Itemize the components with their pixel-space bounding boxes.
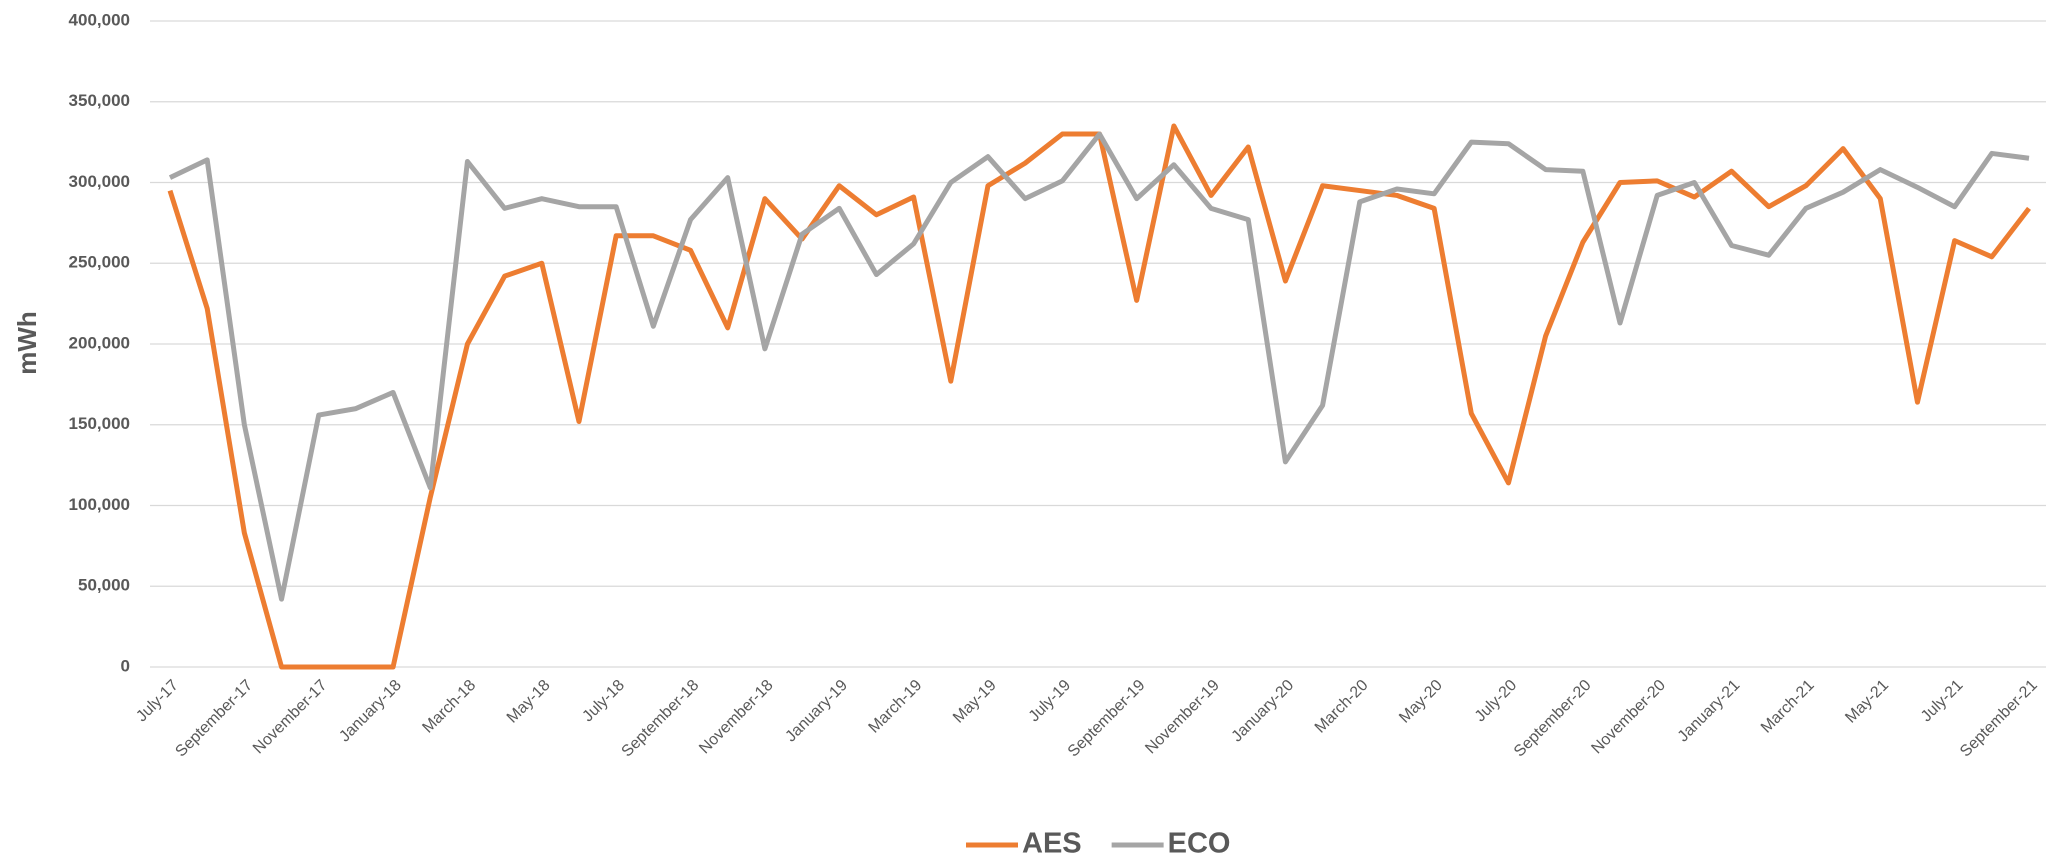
x-tick-label: May-21	[1842, 677, 1892, 727]
x-tick-label: January-21	[1675, 677, 1744, 746]
x-tick-label: May-20	[1396, 677, 1446, 727]
x-tick-label: July-21	[1918, 677, 1967, 726]
y-tick-label: 200,000	[69, 333, 130, 352]
x-tick-label: July-19	[1026, 677, 1075, 726]
x-tick-label: September-20	[1511, 677, 1595, 761]
y-axis-label: mWh	[12, 311, 42, 375]
x-tick-label: January-18	[336, 677, 405, 746]
x-tick-label: November-19	[1142, 677, 1223, 758]
x-tick-label: November-17	[250, 677, 331, 758]
x-tick-label: March-20	[1312, 677, 1372, 737]
x-tick-label: January-20	[1229, 677, 1298, 746]
x-tick-label: July-20	[1472, 677, 1521, 726]
y-tick-label: 150,000	[69, 414, 130, 433]
x-tick-label: May-18	[504, 677, 554, 727]
x-tick-label: July-17	[133, 677, 182, 726]
x-tick-label: January-19	[782, 677, 851, 746]
x-tick-label: September-17	[172, 677, 256, 761]
y-tick-label: 50,000	[78, 576, 130, 595]
x-tick-label: November-18	[696, 677, 777, 758]
x-tick-label: July-18	[579, 677, 628, 726]
y-tick-label: 100,000	[69, 495, 130, 514]
legend-label: AES	[1022, 828, 1082, 860]
x-tick-label: September-19	[1065, 677, 1149, 761]
x-tick-label: November-20	[1588, 677, 1669, 758]
data-line	[168, 131, 2030, 602]
legend-label: ECO	[1168, 828, 1231, 860]
x-tick-label: May-19	[950, 677, 1000, 727]
y-tick-label: 300,000	[69, 172, 130, 191]
y-tick-label: 0	[121, 656, 130, 675]
x-tick-label: September-21	[1957, 677, 2041, 761]
x-tick-label: March-18	[419, 677, 479, 737]
x-tick-label: September-18	[619, 677, 703, 761]
y-tick-label: 350,000	[69, 91, 130, 110]
y-tick-label: 400,000	[69, 10, 130, 29]
x-tick-label: March-21	[1758, 677, 1818, 737]
x-tick-label: March-19	[866, 677, 926, 737]
y-tick-label: 250,000	[69, 253, 130, 272]
